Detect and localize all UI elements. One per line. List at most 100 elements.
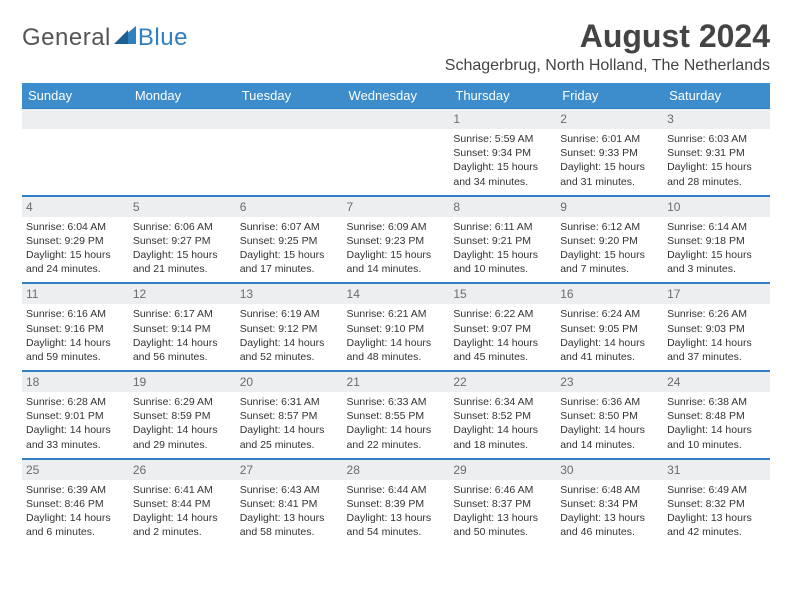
daylight-text: Daylight: 13 hours and 54 minutes. — [347, 511, 446, 539]
day-number: 20 — [236, 371, 343, 392]
calendar-cell: 12Sunrise: 6:17 AMSunset: 9:14 PMDayligh… — [129, 283, 236, 371]
calendar-table: SundayMondayTuesdayWednesdayThursdayFrid… — [22, 83, 770, 545]
logo-text-general: General — [22, 24, 111, 52]
day-number-empty — [22, 108, 129, 129]
daylight-text: Daylight: 13 hours and 42 minutes. — [667, 511, 766, 539]
sunset-text: Sunset: 8:39 PM — [347, 497, 446, 511]
day-number: 4 — [22, 196, 129, 217]
daylight-text: Daylight: 14 hours and 29 minutes. — [133, 423, 232, 451]
cell-body: Sunrise: 6:48 AMSunset: 8:34 PMDaylight:… — [556, 480, 663, 546]
daylight-text: Daylight: 14 hours and 56 minutes. — [133, 336, 232, 364]
daylight-text: Daylight: 14 hours and 6 minutes. — [26, 511, 125, 539]
calendar-cell — [236, 108, 343, 195]
sunrise-text: Sunrise: 6:24 AM — [560, 307, 659, 321]
day-number: 14 — [343, 283, 450, 304]
calendar-cell: 2Sunrise: 6:01 AMSunset: 9:33 PMDaylight… — [556, 108, 663, 195]
calendar-cell: 17Sunrise: 6:26 AMSunset: 9:03 PMDayligh… — [663, 283, 770, 371]
day-number: 9 — [556, 196, 663, 217]
sunrise-text: Sunrise: 6:19 AM — [240, 307, 339, 321]
sunrise-text: Sunrise: 6:36 AM — [560, 395, 659, 409]
cell-body: Sunrise: 6:26 AMSunset: 9:03 PMDaylight:… — [663, 304, 770, 370]
day-number: 15 — [449, 283, 556, 304]
page-title: August 2024 — [445, 18, 770, 55]
cell-body: Sunrise: 6:24 AMSunset: 9:05 PMDaylight:… — [556, 304, 663, 370]
calendar-cell: 13Sunrise: 6:19 AMSunset: 9:12 PMDayligh… — [236, 283, 343, 371]
sunset-text: Sunset: 8:50 PM — [560, 409, 659, 423]
calendar-week: 1Sunrise: 5:59 AMSunset: 9:34 PMDaylight… — [22, 108, 770, 195]
sunrise-text: Sunrise: 6:04 AM — [26, 220, 125, 234]
logo-triangle-icon — [114, 24, 136, 49]
day-number: 24 — [663, 371, 770, 392]
calendar-cell: 22Sunrise: 6:34 AMSunset: 8:52 PMDayligh… — [449, 371, 556, 459]
logo-text-blue: Blue — [138, 24, 188, 52]
calendar-cell: 8Sunrise: 6:11 AMSunset: 9:21 PMDaylight… — [449, 195, 556, 283]
sunset-text: Sunset: 9:34 PM — [453, 146, 552, 160]
calendar-cell — [22, 108, 129, 195]
cell-body-empty — [129, 129, 236, 179]
logo: General Blue — [22, 24, 188, 52]
day-number: 7 — [343, 196, 450, 217]
sunset-text: Sunset: 9:01 PM — [26, 409, 125, 423]
day-number: 29 — [449, 459, 556, 480]
calendar-cell — [343, 108, 450, 195]
sunset-text: Sunset: 9:33 PM — [560, 146, 659, 160]
sunset-text: Sunset: 8:57 PM — [240, 409, 339, 423]
sunset-text: Sunset: 8:37 PM — [453, 497, 552, 511]
daylight-text: Daylight: 15 hours and 28 minutes. — [667, 160, 766, 188]
cell-body: Sunrise: 6:21 AMSunset: 9:10 PMDaylight:… — [343, 304, 450, 370]
daylight-text: Daylight: 14 hours and 10 minutes. — [667, 423, 766, 451]
cell-body: Sunrise: 6:28 AMSunset: 9:01 PMDaylight:… — [22, 392, 129, 458]
cell-body: Sunrise: 6:19 AMSunset: 9:12 PMDaylight:… — [236, 304, 343, 370]
daylight-text: Daylight: 13 hours and 58 minutes. — [240, 511, 339, 539]
sunset-text: Sunset: 9:16 PM — [26, 322, 125, 336]
sunrise-text: Sunrise: 6:34 AM — [453, 395, 552, 409]
cell-body: Sunrise: 5:59 AMSunset: 9:34 PMDaylight:… — [449, 129, 556, 195]
cell-body: Sunrise: 6:12 AMSunset: 9:20 PMDaylight:… — [556, 217, 663, 283]
sunset-text: Sunset: 9:03 PM — [667, 322, 766, 336]
cell-body: Sunrise: 6:11 AMSunset: 9:21 PMDaylight:… — [449, 217, 556, 283]
day-number: 21 — [343, 371, 450, 392]
day-number: 12 — [129, 283, 236, 304]
cell-body: Sunrise: 6:44 AMSunset: 8:39 PMDaylight:… — [343, 480, 450, 546]
sunrise-text: Sunrise: 6:14 AM — [667, 220, 766, 234]
sunset-text: Sunset: 9:31 PM — [667, 146, 766, 160]
day-number: 11 — [22, 283, 129, 304]
sunset-text: Sunset: 9:07 PM — [453, 322, 552, 336]
cell-body: Sunrise: 6:49 AMSunset: 8:32 PMDaylight:… — [663, 480, 770, 546]
sunrise-text: Sunrise: 6:09 AM — [347, 220, 446, 234]
location-text: Schagerbrug, North Holland, The Netherla… — [445, 57, 770, 75]
sunset-text: Sunset: 9:10 PM — [347, 322, 446, 336]
calendar-cell: 23Sunrise: 6:36 AMSunset: 8:50 PMDayligh… — [556, 371, 663, 459]
sunset-text: Sunset: 8:34 PM — [560, 497, 659, 511]
sunrise-text: Sunrise: 6:41 AM — [133, 483, 232, 497]
sunrise-text: Sunrise: 6:21 AM — [347, 307, 446, 321]
sunrise-text: Sunrise: 5:59 AM — [453, 132, 552, 146]
day-number: 2 — [556, 108, 663, 129]
daylight-text: Daylight: 14 hours and 22 minutes. — [347, 423, 446, 451]
cell-body: Sunrise: 6:06 AMSunset: 9:27 PMDaylight:… — [129, 217, 236, 283]
sunrise-text: Sunrise: 6:44 AM — [347, 483, 446, 497]
day-number: 25 — [22, 459, 129, 480]
daylight-text: Daylight: 14 hours and 48 minutes. — [347, 336, 446, 364]
sunrise-text: Sunrise: 6:28 AM — [26, 395, 125, 409]
sunset-text: Sunset: 9:23 PM — [347, 234, 446, 248]
day-number: 28 — [343, 459, 450, 480]
day-header: Sunday — [22, 83, 129, 108]
day-number-empty — [236, 108, 343, 129]
sunrise-text: Sunrise: 6:39 AM — [26, 483, 125, 497]
day-number: 8 — [449, 196, 556, 217]
sunset-text: Sunset: 8:32 PM — [667, 497, 766, 511]
cell-body: Sunrise: 6:46 AMSunset: 8:37 PMDaylight:… — [449, 480, 556, 546]
day-header: Tuesday — [236, 83, 343, 108]
day-number: 16 — [556, 283, 663, 304]
day-number: 26 — [129, 459, 236, 480]
calendar-cell: 14Sunrise: 6:21 AMSunset: 9:10 PMDayligh… — [343, 283, 450, 371]
cell-body: Sunrise: 6:41 AMSunset: 8:44 PMDaylight:… — [129, 480, 236, 546]
sunset-text: Sunset: 9:21 PM — [453, 234, 552, 248]
calendar-cell: 24Sunrise: 6:38 AMSunset: 8:48 PMDayligh… — [663, 371, 770, 459]
day-number: 3 — [663, 108, 770, 129]
sunset-text: Sunset: 8:52 PM — [453, 409, 552, 423]
cell-body-empty — [236, 129, 343, 179]
cell-body: Sunrise: 6:17 AMSunset: 9:14 PMDaylight:… — [129, 304, 236, 370]
cell-body: Sunrise: 6:29 AMSunset: 8:59 PMDaylight:… — [129, 392, 236, 458]
